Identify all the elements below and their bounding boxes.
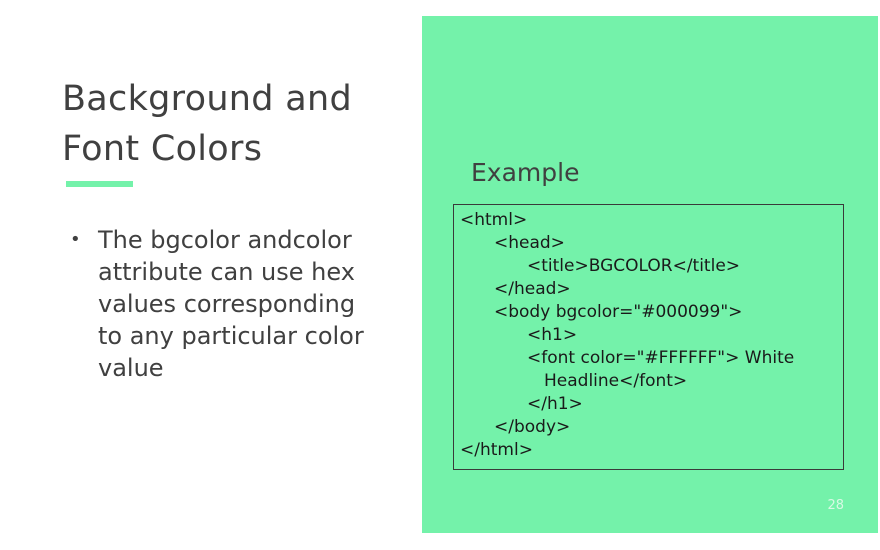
code-line: <head>	[494, 233, 565, 253]
bullet-text-line: The bgcolor andcolor	[98, 226, 352, 254]
example-label: Example	[471, 158, 580, 187]
code-line: </head>	[494, 279, 571, 299]
bullet-text-line: attribute can use hex	[98, 258, 355, 286]
code-line: <body bgcolor="#000099">	[494, 302, 743, 322]
bullet-text-line: to any particular color	[98, 322, 364, 350]
code-line: </html>	[460, 440, 533, 460]
code-line: <font color="#FFFFFF"> White	[527, 348, 795, 368]
bullet-text-line: values corresponding	[98, 290, 356, 318]
code-line: <html>	[460, 210, 528, 230]
code-line: Headline</font>	[544, 371, 688, 391]
code-line: <h1>	[527, 325, 578, 345]
title-line-2: Font Colors	[62, 129, 263, 169]
title-accent-bar	[66, 181, 133, 187]
bullet-text-line: value	[98, 354, 164, 382]
code-line: </body>	[494, 417, 571, 437]
code-example-box: <html> <head> <title>BGCOLOR</title> </h…	[453, 204, 844, 470]
bullet-list: • The bgcolor andcolor attribute can use…	[70, 224, 410, 384]
example-panel: Example <html> <head> <title>BGCOLOR</ti…	[422, 16, 878, 533]
title-line-1: Background and	[62, 79, 352, 119]
code-line: </h1>	[527, 394, 583, 414]
code-line: <title>BGCOLOR</title>	[527, 256, 741, 276]
bullet-item: • The bgcolor andcolor attribute can use…	[70, 224, 410, 384]
bullet-dot-icon: •	[70, 229, 81, 250]
page-number: 28	[827, 498, 844, 513]
slide-title: Background and Font Colors	[62, 74, 402, 174]
